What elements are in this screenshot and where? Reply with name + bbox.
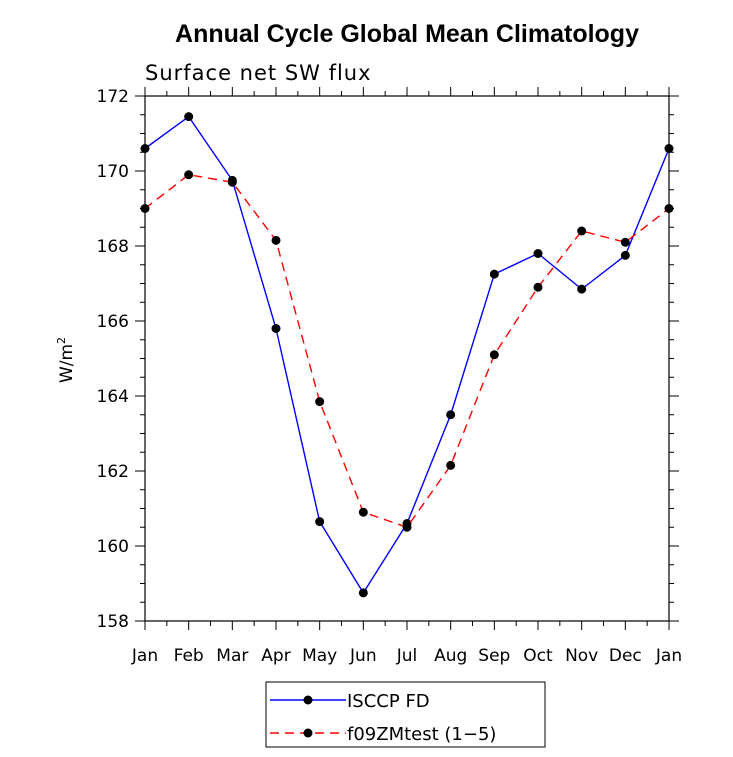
series-point — [533, 249, 543, 258]
y-tick-label: 170 — [97, 162, 129, 182]
series-line — [144, 174, 670, 529]
x-tick-label: Jul — [396, 646, 418, 666]
series-point — [315, 517, 325, 527]
series-point — [620, 237, 630, 247]
series-point — [577, 284, 587, 294]
series-point — [140, 144, 150, 153]
y-axis-label: W/m2 — [55, 337, 77, 383]
chart-title: Annual Cycle Global Mean Climatology — [175, 20, 639, 48]
series-point — [446, 460, 456, 470]
legend-marker-isccp — [303, 695, 313, 705]
plot-frame — [144, 95, 670, 622]
y-axis-label-superscript: 2 — [55, 337, 68, 344]
series-point — [577, 226, 587, 236]
series-point — [402, 522, 412, 532]
y-tick-label: 168 — [97, 237, 129, 257]
series-point — [184, 170, 194, 180]
series-point — [446, 410, 456, 420]
series-point — [271, 324, 281, 333]
series-point — [358, 588, 368, 598]
legend-marker-f09zmtest — [303, 728, 313, 738]
series-point — [184, 112, 194, 122]
series-point — [489, 269, 499, 279]
series-point — [315, 397, 325, 407]
x-tick-label: Dec — [609, 646, 642, 666]
x-tick-label: Jan — [131, 646, 158, 666]
y-tick-label: 172 — [97, 87, 129, 107]
legend-box — [265, 681, 546, 748]
series-point — [358, 507, 368, 517]
series-point — [140, 204, 150, 213]
x-tick-label: Mar — [216, 646, 248, 666]
x-tick-label: May — [302, 646, 337, 666]
plot-border — [144, 95, 670, 622]
legend: ISCCP FD f09ZMtest (1−5) — [265, 681, 546, 748]
y-axis-label-text: W/m — [57, 344, 77, 383]
x-tick-label: Aug — [434, 646, 467, 666]
series-group — [140, 112, 674, 598]
x-tick-label: Nov — [565, 646, 598, 666]
series-point — [227, 177, 237, 187]
x-tick-label: Feb — [174, 646, 204, 666]
x-tick-label: Jan — [655, 646, 682, 666]
y-tick-label: 162 — [97, 462, 129, 482]
x-tick-label: Oct — [523, 646, 553, 666]
series-point — [271, 235, 281, 245]
axis-ticks — [135, 87, 679, 630]
series-point — [489, 350, 499, 360]
series-point — [620, 250, 630, 260]
y-tick-label: 166 — [97, 312, 129, 332]
legend-label-isccp: ISCCP FD — [347, 691, 430, 712]
x-tick-label: Jun — [349, 646, 377, 666]
x-tick-label: Apr — [261, 646, 290, 666]
y-tick-label: 160 — [97, 537, 129, 557]
series-point — [533, 282, 543, 292]
x-tick-labels: Jan Feb Mar Apr May Jun Jul Aug Sep Oct Nov Dec Jan — [131, 646, 682, 666]
y-tick-label: 164 — [97, 387, 129, 407]
y-tick-label: 158 — [97, 612, 129, 632]
legend-label-f09zmtest: f09ZMtest (1−5) — [347, 724, 496, 745]
series-point — [664, 144, 674, 153]
y-tick-labels: 158 160 162 164 166 168 170 172 — [97, 87, 129, 632]
x-tick-label: Sep — [478, 646, 510, 666]
series-point — [664, 204, 674, 213]
chart-subtitle: Surface net SW flux — [145, 61, 372, 85]
